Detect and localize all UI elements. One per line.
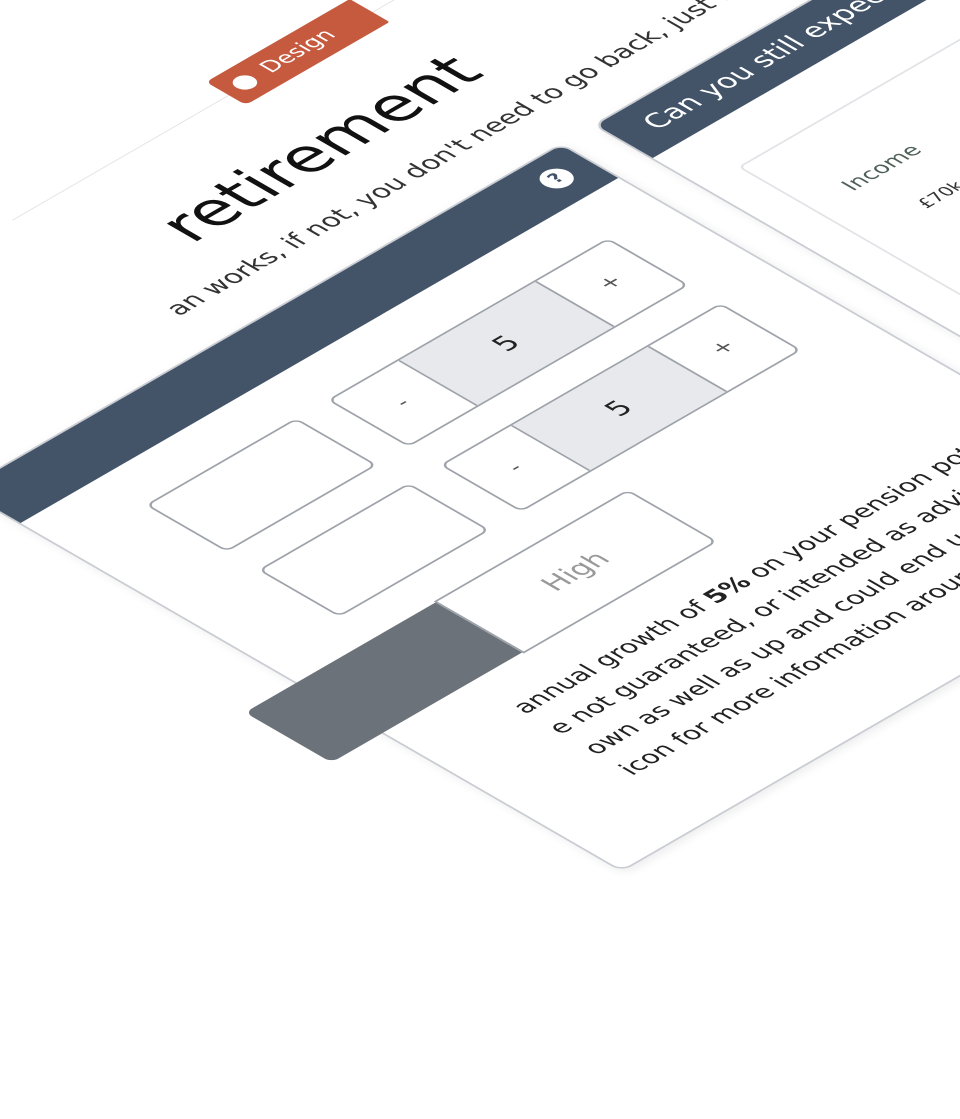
page-canvas: Design 6 retirement an works, if not, yo… — [0, 0, 960, 940]
y-tick-label: £70k — [913, 178, 960, 211]
help-icon[interactable]: ? — [532, 164, 580, 192]
step-label: Design — [254, 26, 341, 76]
step-dot-icon — [228, 72, 263, 92]
